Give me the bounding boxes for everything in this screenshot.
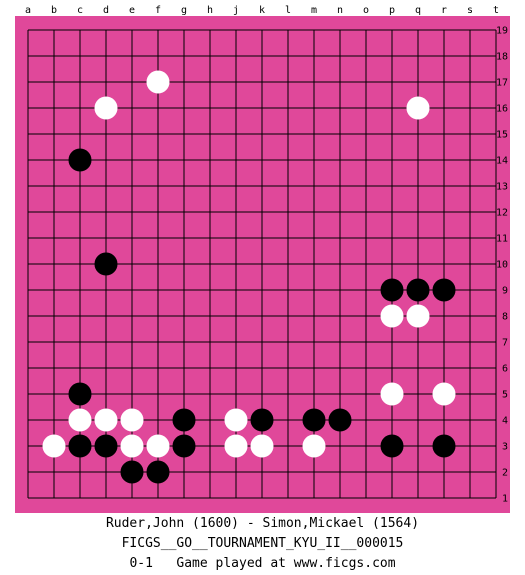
column-label: f	[155, 5, 161, 16]
black-stone	[146, 460, 170, 484]
column-label: s	[467, 5, 473, 16]
white-stone	[380, 304, 404, 328]
black-stone	[120, 460, 144, 484]
players-info: Ruder,John (1600) - Simon,Mickael (1564)	[105, 516, 420, 531]
column-label: e	[129, 5, 135, 16]
black-stone	[432, 434, 456, 458]
row-label: 1	[502, 494, 508, 505]
white-stone	[250, 434, 274, 458]
black-stone	[68, 382, 92, 406]
black-stone	[172, 408, 196, 432]
white-stone	[68, 408, 92, 432]
row-label: 6	[502, 364, 508, 375]
row-label: 9	[502, 286, 508, 297]
row-label: 19	[496, 26, 508, 37]
black-stone	[172, 434, 196, 458]
column-label: m	[311, 5, 317, 16]
white-stone	[94, 96, 118, 120]
row-label: 5	[502, 390, 508, 401]
white-stone	[42, 434, 66, 458]
row-label: 10	[496, 260, 508, 271]
white-stone	[120, 434, 144, 458]
white-stone	[146, 434, 170, 458]
row-label: 7	[502, 338, 508, 349]
row-labels: 19 18 17 16 15 14 13 12 11 10 9 8 7 6 5 4 3 2 1	[496, 26, 508, 505]
white-stone	[432, 382, 456, 406]
white-stone	[380, 382, 404, 406]
row-label: 15	[496, 130, 508, 141]
row-label: 17	[496, 78, 508, 89]
black-stone	[68, 434, 92, 458]
column-label: j	[233, 5, 239, 16]
row-label: 4	[502, 416, 508, 427]
black-stone	[406, 278, 430, 302]
column-label: g	[181, 5, 187, 16]
row-label: 2	[502, 468, 508, 479]
row-label: 3	[502, 442, 508, 453]
row-label: 14	[496, 156, 508, 167]
white-stone	[406, 96, 430, 120]
white-stone	[406, 304, 430, 328]
row-label: 13	[496, 182, 508, 193]
black-stone	[302, 408, 326, 432]
row-label: 11	[496, 234, 508, 245]
column-label: t	[493, 5, 499, 16]
black-stone	[94, 434, 118, 458]
black-stone	[380, 278, 404, 302]
column-label: l	[285, 5, 291, 16]
row-label: 12	[496, 208, 508, 219]
column-label: a	[25, 5, 31, 16]
black-stone	[68, 148, 92, 172]
result-info: 0-1 Game played at www.ficgs.com	[129, 556, 396, 571]
row-label: 8	[502, 312, 508, 323]
black-stone	[94, 252, 118, 276]
column-label: d	[103, 5, 109, 16]
row-label: 18	[496, 52, 508, 63]
column-label: r	[441, 5, 447, 16]
column-label: p	[389, 5, 395, 16]
white-stone	[224, 408, 248, 432]
white-stone	[120, 408, 144, 432]
black-stone	[432, 278, 456, 302]
white-stone	[224, 434, 248, 458]
column-label: o	[363, 5, 369, 16]
white-stone	[302, 434, 326, 458]
black-stone	[380, 434, 404, 458]
black-stone	[328, 408, 352, 432]
stones	[42, 70, 456, 484]
column-label: b	[51, 5, 57, 16]
event-info: FICGS__GO__TOURNAMENT_KYU_II__000015	[121, 536, 404, 551]
column-label: h	[207, 5, 213, 16]
black-stone	[250, 408, 274, 432]
column-label: c	[77, 5, 83, 16]
column-label: n	[337, 5, 343, 16]
column-label: q	[415, 5, 421, 16]
column-label: k	[259, 5, 265, 16]
white-stone	[94, 408, 118, 432]
grid-lines	[27, 29, 497, 499]
row-label: 16	[496, 104, 508, 115]
white-stone	[146, 70, 170, 94]
